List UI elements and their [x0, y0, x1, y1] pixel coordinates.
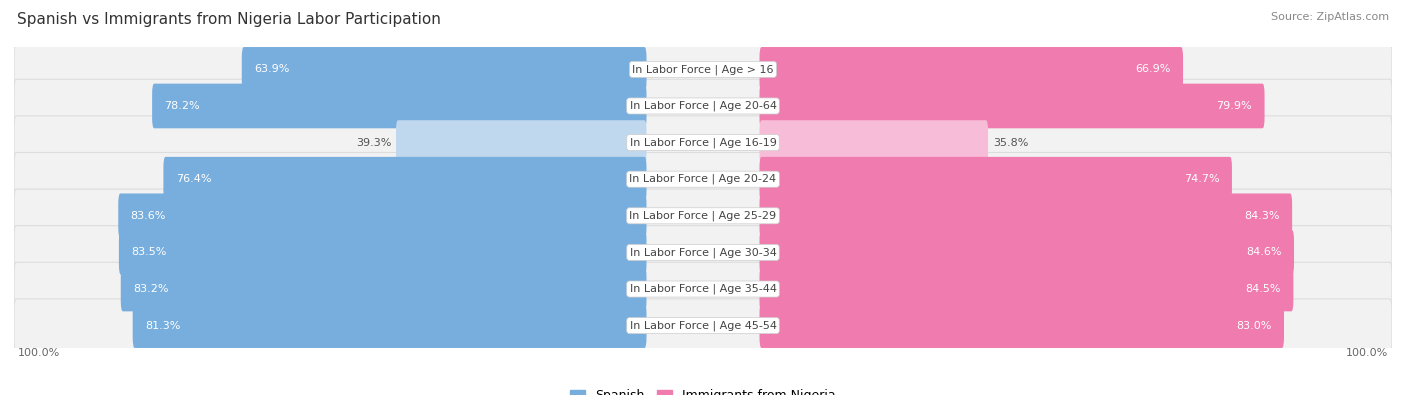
- Text: In Labor Force | Age 35-44: In Labor Force | Age 35-44: [630, 284, 776, 294]
- FancyBboxPatch shape: [14, 152, 1392, 206]
- FancyBboxPatch shape: [14, 299, 1392, 352]
- Text: In Labor Force | Age > 16: In Labor Force | Age > 16: [633, 64, 773, 75]
- Text: 83.0%: 83.0%: [1236, 321, 1271, 331]
- FancyBboxPatch shape: [759, 303, 1284, 348]
- Text: 74.7%: 74.7%: [1184, 174, 1219, 184]
- Text: 84.5%: 84.5%: [1246, 284, 1281, 294]
- FancyBboxPatch shape: [759, 267, 1294, 311]
- FancyBboxPatch shape: [759, 157, 1232, 201]
- FancyBboxPatch shape: [759, 120, 988, 165]
- Text: 84.6%: 84.6%: [1246, 247, 1282, 258]
- Text: In Labor Force | Age 25-29: In Labor Force | Age 25-29: [630, 211, 776, 221]
- FancyBboxPatch shape: [759, 194, 1292, 238]
- FancyBboxPatch shape: [121, 267, 647, 311]
- Text: 39.3%: 39.3%: [356, 137, 391, 148]
- Text: 35.8%: 35.8%: [993, 137, 1028, 148]
- Text: 100.0%: 100.0%: [17, 348, 59, 357]
- FancyBboxPatch shape: [14, 43, 1392, 96]
- Text: In Labor Force | Age 20-24: In Labor Force | Age 20-24: [630, 174, 776, 184]
- FancyBboxPatch shape: [759, 47, 1182, 92]
- Text: 83.2%: 83.2%: [134, 284, 169, 294]
- Text: Spanish vs Immigrants from Nigeria Labor Participation: Spanish vs Immigrants from Nigeria Labor…: [17, 12, 440, 27]
- FancyBboxPatch shape: [242, 47, 647, 92]
- FancyBboxPatch shape: [163, 157, 647, 201]
- Text: 81.3%: 81.3%: [145, 321, 180, 331]
- Text: 66.9%: 66.9%: [1135, 64, 1171, 74]
- FancyBboxPatch shape: [14, 262, 1392, 316]
- Text: Source: ZipAtlas.com: Source: ZipAtlas.com: [1271, 12, 1389, 22]
- Legend: Spanish, Immigrants from Nigeria: Spanish, Immigrants from Nigeria: [565, 384, 841, 395]
- Text: 83.6%: 83.6%: [131, 211, 166, 221]
- Text: 84.3%: 84.3%: [1244, 211, 1279, 221]
- Text: In Labor Force | Age 30-34: In Labor Force | Age 30-34: [630, 247, 776, 258]
- FancyBboxPatch shape: [759, 84, 1264, 128]
- FancyBboxPatch shape: [14, 116, 1392, 169]
- FancyBboxPatch shape: [14, 226, 1392, 279]
- FancyBboxPatch shape: [396, 120, 647, 165]
- Text: In Labor Force | Age 45-54: In Labor Force | Age 45-54: [630, 320, 776, 331]
- Text: 83.5%: 83.5%: [131, 247, 167, 258]
- Text: 63.9%: 63.9%: [254, 64, 290, 74]
- FancyBboxPatch shape: [132, 303, 647, 348]
- Text: In Labor Force | Age 16-19: In Labor Force | Age 16-19: [630, 137, 776, 148]
- Text: In Labor Force | Age 20-64: In Labor Force | Age 20-64: [630, 101, 776, 111]
- FancyBboxPatch shape: [118, 194, 647, 238]
- FancyBboxPatch shape: [152, 84, 647, 128]
- Text: 100.0%: 100.0%: [1347, 348, 1389, 357]
- FancyBboxPatch shape: [14, 79, 1392, 133]
- FancyBboxPatch shape: [14, 189, 1392, 243]
- Text: 76.4%: 76.4%: [176, 174, 211, 184]
- Text: 79.9%: 79.9%: [1216, 101, 1253, 111]
- FancyBboxPatch shape: [759, 230, 1294, 275]
- Text: 78.2%: 78.2%: [165, 101, 200, 111]
- FancyBboxPatch shape: [120, 230, 647, 275]
